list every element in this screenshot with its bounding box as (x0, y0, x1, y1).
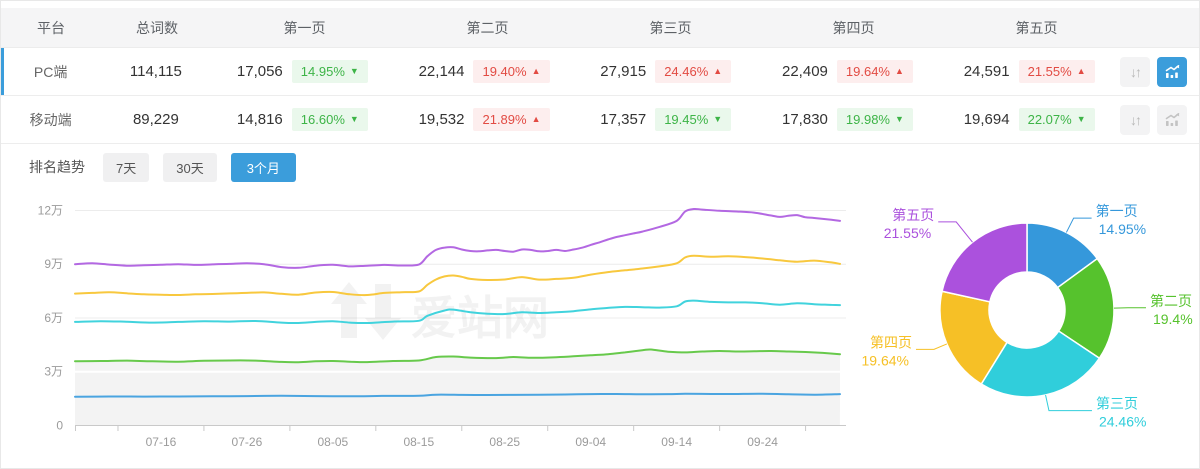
triangle-up-icon: ▲ (531, 114, 541, 124)
sort-arrows-icon: ↓↑ (1130, 63, 1142, 80)
svg-text:12万: 12万 (38, 203, 63, 217)
svg-text:9万: 9万 (44, 257, 63, 271)
header-page1: 第一页 (283, 19, 326, 36)
page4-cell: 22,409 19.64% ▲ (757, 60, 939, 83)
page-count: 17,357 (600, 111, 647, 128)
total-count: 89,229 (132, 111, 179, 128)
sort-button[interactable]: ↓↑ (1120, 56, 1151, 87)
svg-text:第五页: 第五页 (892, 207, 934, 223)
page-count: 17,830 (782, 111, 828, 128)
header-platform: 平台 (37, 19, 65, 36)
page1-cell: 14,816 16.60% ▼ (212, 108, 394, 131)
svg-text:08-05: 08-05 (317, 435, 348, 449)
platform-name: 移动端 (29, 111, 72, 128)
trend-toolbar: 排名趋势 7天 30天 3个月 (1, 144, 1199, 190)
svg-text:第四页: 第四页 (870, 334, 912, 350)
svg-text:第一页: 第一页 (1096, 203, 1138, 219)
tab-7days[interactable]: 7天 (103, 152, 150, 182)
table-row-mobile[interactable]: 移动端 89,229 14,816 16.60% ▼ 19,532 21.89% ▲… (1, 96, 1199, 144)
svg-text:19.64%: 19.64% (861, 352, 908, 368)
page5-cell: 19,694 22.07% ▼ (938, 108, 1120, 131)
triangle-up-icon: ▲ (713, 66, 723, 76)
svg-text:爱站网: 爱站网 (411, 292, 549, 344)
page3-cell: 17,357 19.45% ▼ (575, 108, 757, 131)
change-badge: 21.89% ▲ (473, 108, 550, 131)
triangle-up-icon: ▲ (531, 66, 541, 76)
triangle-down-icon: ▼ (349, 114, 359, 124)
change-badge: 24.46% ▲ (655, 60, 732, 83)
table-row-pc[interactable]: PC端 114,115 17,056 14.95% ▼ 22,144 19.40%… (1, 48, 1199, 96)
svg-text:第二页: 第二页 (1150, 293, 1192, 309)
change-badge: 19.98% ▼ (836, 108, 913, 131)
page-count: 19,694 (963, 111, 1010, 128)
svg-text:07-26: 07-26 (232, 435, 263, 449)
page-count: 22,144 (418, 63, 465, 80)
trend-chart-icon (1165, 112, 1179, 126)
triangle-down-icon: ▼ (713, 114, 723, 124)
header-page4: 第四页 (832, 19, 875, 36)
triangle-up-icon: ▲ (894, 66, 904, 76)
svg-text:6万: 6万 (44, 311, 63, 325)
page-count: 14,816 (236, 111, 283, 128)
change-badge: 22.07% ▼ (1018, 108, 1095, 131)
sort-button[interactable]: ↓↑ (1120, 104, 1151, 135)
triangle-down-icon: ▼ (1076, 114, 1086, 124)
page1-cell: 17,056 14.95% ▼ (212, 60, 394, 83)
page4-cell: 17,830 19.98% ▼ (757, 108, 939, 131)
page-count: 24,591 (963, 63, 1010, 80)
table-header-row: 平台 总词数 第一页 第二页 第三页 第四页 第五页 (1, 8, 1199, 48)
svg-text:24.46%: 24.46% (1099, 414, 1146, 430)
triangle-down-icon: ▼ (349, 66, 359, 76)
page-distribution-donut-chart[interactable]: 第一页 14.95% 第二页 19.4% 第三页 24.46% 第四页 19.64% 第五页 21… (851, 190, 1200, 469)
header-total: 总词数 (136, 19, 178, 36)
svg-text:09-24: 09-24 (747, 435, 778, 449)
svg-text:08-25: 08-25 (489, 435, 520, 449)
svg-text:07-16: 07-16 (146, 435, 177, 449)
change-badge: 19.64% ▲ (836, 60, 913, 83)
svg-text:3万: 3万 (44, 365, 63, 379)
page-count: 17,056 (236, 63, 283, 80)
header-page5: 第五页 (1015, 19, 1058, 36)
trend-chart-button-active[interactable] (1157, 56, 1188, 87)
svg-text:09-14: 09-14 (661, 435, 692, 449)
ranking-table: 平台 总词数 第一页 第二页 第三页 第四页 第五页 PC端 114,115 1… (1, 8, 1199, 144)
change-badge: 16.60% ▼ (291, 108, 368, 131)
header-page3: 第三页 (649, 19, 692, 36)
change-badge: 19.45% ▼ (655, 108, 732, 131)
svg-text:08-15: 08-15 (403, 435, 434, 449)
charts-area: 爱站网 0 3万 6万 9万 12万 07-16 07-26 08-05 08-15 08-25 09… (1, 190, 1200, 469)
page3-cell: 27,915 24.46% ▲ (575, 60, 757, 83)
ranking-trend-line-chart[interactable]: 爱站网 0 3万 6万 9万 12万 07-16 07-26 08-05 08-15 08-25 09… (1, 190, 851, 469)
total-count: 114,115 (129, 63, 182, 80)
trend-chart-button[interactable] (1157, 104, 1188, 135)
svg-text:19.4%: 19.4% (1153, 311, 1193, 327)
platform-name: PC端 (33, 63, 68, 80)
svg-text:21.55%: 21.55% (884, 225, 931, 241)
sort-arrows-icon: ↓↑ (1130, 111, 1142, 128)
change-badge: 19.40% ▲ (473, 60, 550, 83)
page-count: 19,532 (418, 111, 465, 128)
change-badge: 14.95% ▼ (291, 60, 368, 83)
page5-cell: 24,591 21.55% ▲ (938, 60, 1120, 83)
triangle-down-icon: ▼ (894, 114, 904, 124)
header-page2: 第二页 (466, 19, 509, 36)
trend-section-label: 排名趋势 (29, 159, 85, 175)
page2-cell: 19,532 21.89% ▲ (393, 108, 575, 131)
svg-text:第三页: 第三页 (1096, 396, 1138, 412)
trend-chart-icon (1165, 64, 1179, 78)
tab-30days[interactable]: 30天 (163, 152, 217, 182)
tab-3months[interactable]: 3个月 (230, 152, 296, 182)
page-count: 22,409 (782, 63, 828, 80)
page2-cell: 22,144 19.40% ▲ (393, 60, 575, 83)
page-count: 27,915 (600, 63, 647, 80)
svg-text:0: 0 (56, 419, 63, 433)
svg-text:09-04: 09-04 (575, 435, 606, 449)
svg-text:14.95%: 14.95% (1099, 221, 1146, 237)
change-badge: 21.55% ▲ (1018, 60, 1095, 83)
triangle-up-icon: ▲ (1076, 66, 1086, 76)
